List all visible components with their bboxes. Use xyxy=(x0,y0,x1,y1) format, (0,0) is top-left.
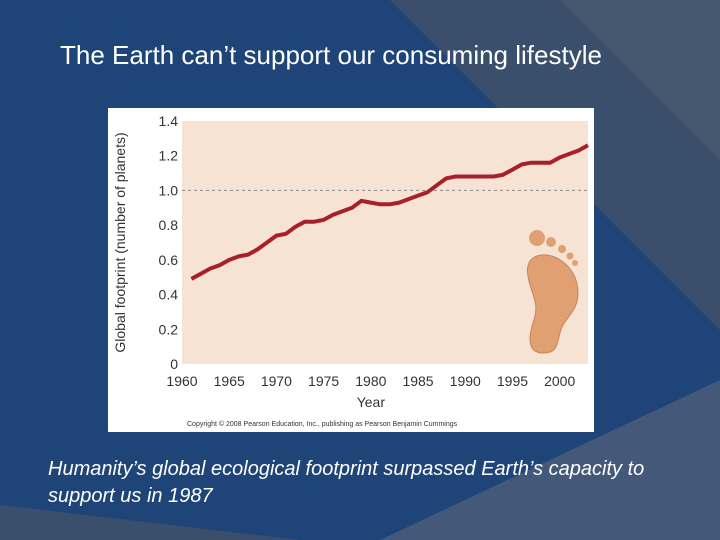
y-tick-label: 1.4 xyxy=(159,113,179,129)
x-tick-label: 1975 xyxy=(308,373,339,389)
chart-panel: 0 0.2 0.4 0.6 0.8 1.0 1.2 1.4 1960 1965 1970 1975 1… xyxy=(108,108,594,432)
y-axis-label: Global footprint (number of planets) xyxy=(112,132,128,352)
y-tick-label: 1.2 xyxy=(159,148,179,164)
y-tick-label: 0.4 xyxy=(159,287,179,303)
footprint-icon xyxy=(527,230,579,354)
copyright-text: Copyright © 2008 Pearson Education, Inc.… xyxy=(187,420,458,428)
y-tick-label: 0.6 xyxy=(159,252,179,268)
background-corner-shape-bottom-right xyxy=(380,380,720,540)
x-tick-label: 1990 xyxy=(450,373,481,389)
x-tick-label: 2000 xyxy=(544,373,575,389)
plot-area xyxy=(182,121,588,364)
x-tick-label: 1995 xyxy=(497,373,528,389)
x-tick-label: 1980 xyxy=(355,373,386,389)
footprint-chart: 0 0.2 0.4 0.6 0.8 1.0 1.2 1.4 1960 1965 1970 1975 1… xyxy=(112,113,589,428)
x-tick-label: 1960 xyxy=(166,373,197,389)
x-tick-label: 1985 xyxy=(402,373,433,389)
background-corner-shape-bottom xyxy=(0,505,300,540)
x-tick-label: 1965 xyxy=(214,373,245,389)
series-line-global-footprint xyxy=(190,143,589,281)
y-tick-label: 0.2 xyxy=(159,321,179,337)
slide-title: The Earth can’t support our consuming li… xyxy=(60,40,602,70)
slide-caption: Humanity’s global ecological footprint s… xyxy=(48,458,645,507)
y-tick-label: 1.0 xyxy=(159,182,179,198)
background-corner-shape-inner xyxy=(560,0,720,160)
x-axis-label: Year xyxy=(357,394,386,410)
y-tick-label: 0.8 xyxy=(159,217,179,233)
x-tick-label: 1970 xyxy=(261,373,292,389)
y-tick-label: 0 xyxy=(170,356,178,372)
